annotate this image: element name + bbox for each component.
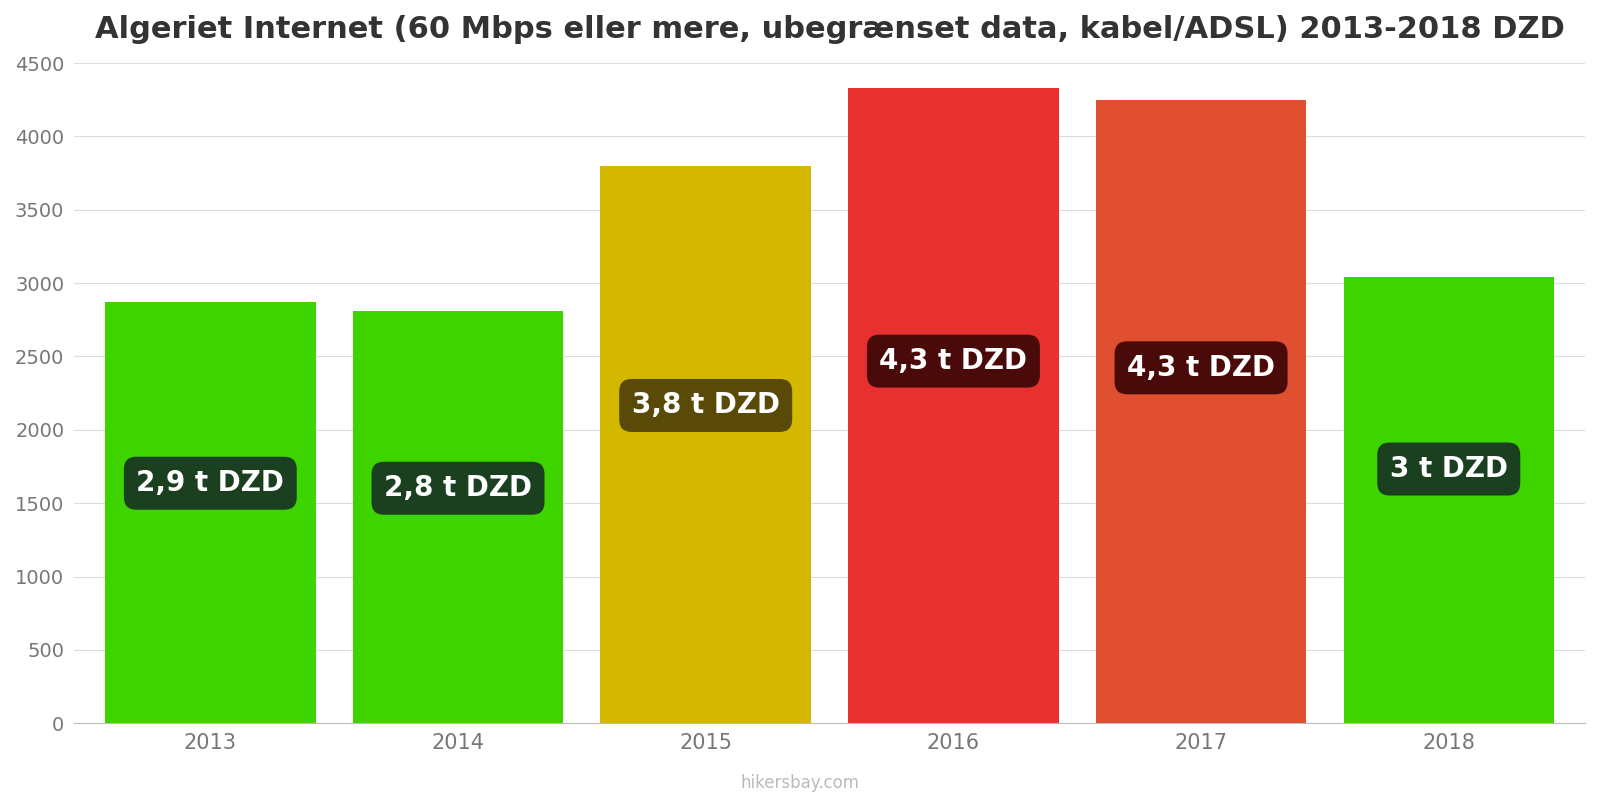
Text: 2,9 t DZD: 2,9 t DZD xyxy=(136,470,285,498)
Bar xyxy=(1096,100,1306,723)
Bar xyxy=(352,311,563,723)
Bar xyxy=(106,302,315,723)
Text: hikersbay.com: hikersbay.com xyxy=(741,774,859,792)
Text: 3,8 t DZD: 3,8 t DZD xyxy=(632,391,779,419)
Text: 2,8 t DZD: 2,8 t DZD xyxy=(384,474,533,502)
Bar xyxy=(1344,278,1554,723)
Text: 3 t DZD: 3 t DZD xyxy=(1390,455,1507,483)
Title: Algeriet Internet (60 Mbps eller mere, ubegrænset data, kabel/ADSL) 2013-2018 DZ: Algeriet Internet (60 Mbps eller mere, u… xyxy=(94,15,1565,44)
Text: 4,3 t DZD: 4,3 t DZD xyxy=(880,347,1027,375)
Text: 4,3 t DZD: 4,3 t DZD xyxy=(1126,354,1275,382)
Bar xyxy=(848,88,1059,723)
Bar xyxy=(600,166,811,723)
